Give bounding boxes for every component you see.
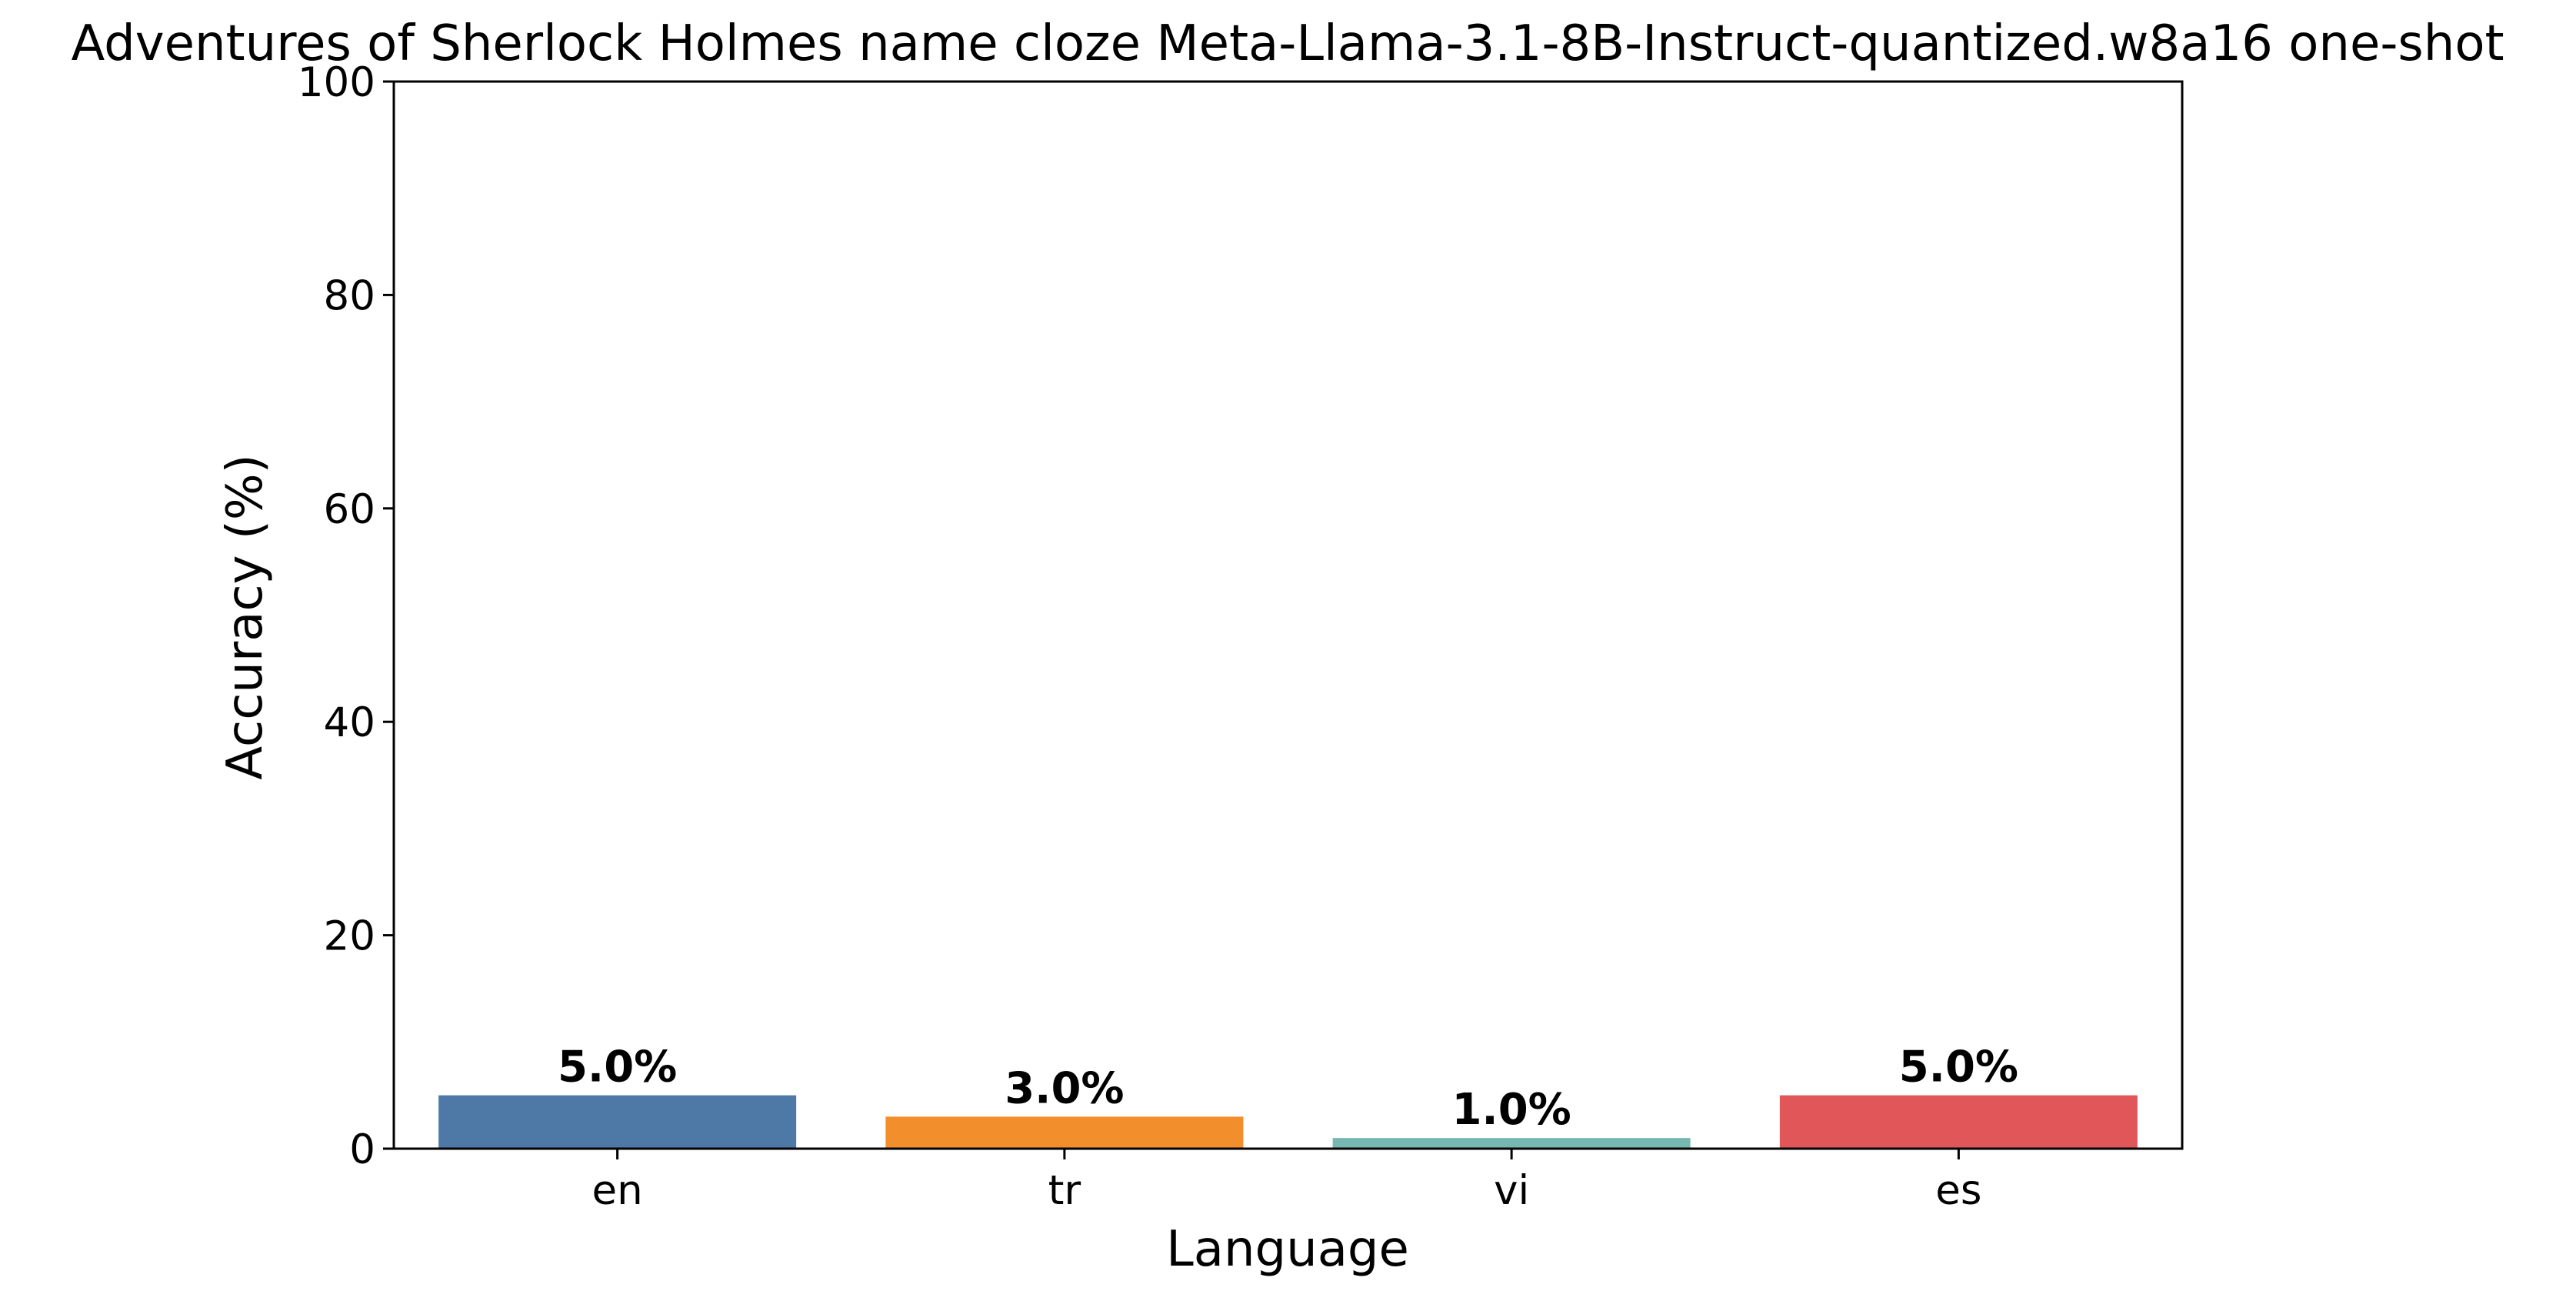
y-axis-label: Accuracy (%) [217, 454, 274, 779]
x-tick-label-vi: vi [1494, 1167, 1529, 1214]
data-label-en: 5.0% [558, 1042, 677, 1093]
y-tick-label-80: 80 [324, 272, 375, 319]
bar-tr [885, 1116, 1244, 1149]
bar-es [1779, 1095, 2138, 1149]
data-label-es: 5.0% [1899, 1042, 2018, 1093]
x-tick-label-es: es [1935, 1167, 1981, 1214]
data-label-vi: 1.0% [1451, 1085, 1571, 1135]
y-tick-label-100: 100 [298, 59, 375, 106]
chart-title: Adventures of Sherlock Holmes name cloze… [71, 15, 2504, 72]
y-tick-label-0: 0 [349, 1126, 375, 1173]
x-tick-label-en: en [592, 1167, 643, 1214]
plot-area: 5.0% 3.0% 1.0% 5.0% 0 20 40 60 80 100 en tr vi es [298, 59, 2184, 1214]
y-tick-label-40: 40 [324, 699, 375, 746]
bar-vi [1332, 1138, 1691, 1149]
x-axis-label: Language [1166, 1221, 1409, 1278]
y-tick-label-20: 20 [324, 913, 375, 960]
y-tick-label-60: 60 [324, 486, 375, 533]
axes-frame [392, 80, 2184, 1150]
bar-en [438, 1095, 797, 1149]
data-label-tr: 3.0% [1005, 1063, 1124, 1113]
x-tick-label-tr: tr [1048, 1167, 1081, 1214]
